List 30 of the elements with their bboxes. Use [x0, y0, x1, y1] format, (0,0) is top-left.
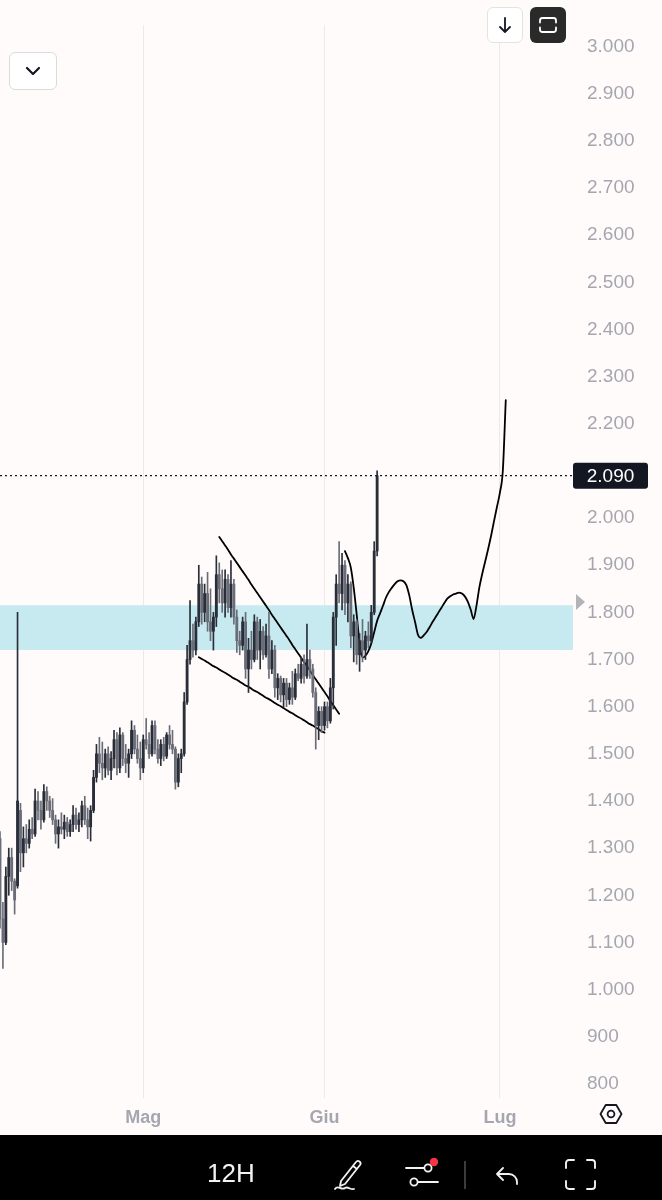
y-tick-label: 1.400 [587, 789, 635, 811]
y-tick-label: 1.300 [587, 836, 635, 858]
y-tick-label: 1.900 [587, 553, 635, 575]
y-tick-label: 2.600 [587, 223, 635, 245]
line-series [218, 536, 341, 715]
y-tick-label: 1.800 [587, 600, 635, 622]
y-tick-label: 2.800 [587, 129, 635, 151]
y-tick-label: 800 [587, 1072, 619, 1094]
y-tick-label: 900 [587, 1024, 619, 1046]
x-tick-label: Lug [483, 1106, 517, 1127]
y-tick-label: 2.000 [587, 506, 635, 528]
x-tick-label: Mag [125, 1106, 162, 1127]
ref-line-label: 2.090 [586, 464, 635, 486]
y-tick-label: 1.000 [587, 977, 635, 999]
line-series [344, 399, 507, 659]
y-tick-label: 2.300 [587, 364, 635, 386]
y-tick-label: 2.400 [587, 317, 635, 339]
y-tick-label: 1.100 [587, 930, 635, 952]
y-tick-label: 1.200 [587, 883, 635, 905]
y-tick-label: 3.000 [587, 34, 635, 56]
toolbar: 12H [0, 1135, 662, 1200]
y-tick-label: 2.500 [587, 270, 635, 292]
y-tick-label: 1.600 [587, 694, 635, 716]
y-tick-label: 2.200 [587, 412, 635, 434]
y-tick-label: 1.700 [587, 647, 635, 669]
y-tick-label: 2.900 [587, 82, 635, 103]
y-tick-label: 2.700 [587, 176, 635, 198]
line-series [197, 656, 326, 734]
x-tick-label: Giu [309, 1106, 340, 1127]
y-tick-label: 1.500 [587, 742, 635, 764]
